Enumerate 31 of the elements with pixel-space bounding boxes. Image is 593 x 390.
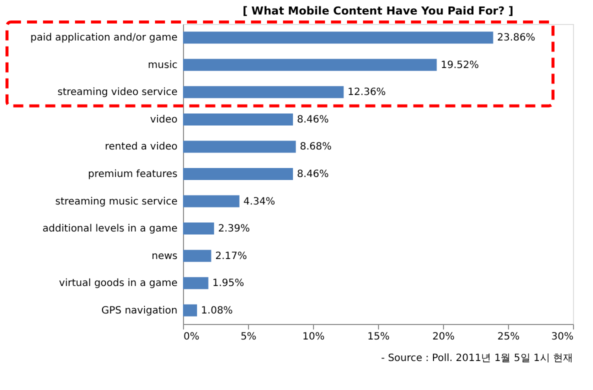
x-tick-label: 15% bbox=[367, 332, 390, 342]
chart-title: [ What Mobile Content Have You Paid For? ] bbox=[242, 4, 514, 18]
y-tick-label: premium features bbox=[88, 169, 178, 180]
x-tick-label: 20% bbox=[432, 332, 455, 342]
x-tick-label: 5% bbox=[240, 332, 256, 342]
y-tick-label: music bbox=[148, 60, 178, 71]
data-label: 2.39% bbox=[218, 224, 250, 235]
data-label: 8.46% bbox=[296, 169, 329, 180]
data-label: 19.52% bbox=[440, 60, 479, 71]
text: - Source : Poll. 2011년 1월 5일 1시 현재 bbox=[381, 353, 573, 364]
y-tick-label: streaming music service bbox=[55, 196, 178, 208]
y-tick-label: virtual goods in a game bbox=[59, 278, 178, 290]
x-tick-label: 10% bbox=[302, 332, 325, 342]
x-tick-label: 25% bbox=[497, 332, 520, 342]
data-label: 8.68% bbox=[300, 142, 332, 153]
data-label: 1.08% bbox=[201, 305, 233, 316]
x-tick-label: 30% bbox=[551, 332, 574, 342]
x-tick-label: 0% bbox=[184, 332, 200, 342]
y-tick-label: rented a video bbox=[104, 142, 178, 153]
y-tick-label: video bbox=[150, 114, 178, 126]
y-tick-label: GPS navigation bbox=[101, 305, 178, 316]
data-label: 23.86% bbox=[497, 32, 536, 44]
y-tick-label: streaming video service bbox=[58, 87, 178, 98]
data-label: 2.17% bbox=[215, 250, 247, 262]
data-label: 12.36% bbox=[348, 87, 386, 98]
y-tick-label: news bbox=[152, 250, 178, 262]
y-tick-label: additional levels in a game bbox=[42, 224, 178, 235]
data-label: 8.46% bbox=[296, 114, 329, 126]
data-label: 4.34% bbox=[243, 196, 276, 208]
data-label: 1.95% bbox=[212, 278, 244, 290]
y-tick-label: paid application and/or game bbox=[30, 32, 178, 44]
